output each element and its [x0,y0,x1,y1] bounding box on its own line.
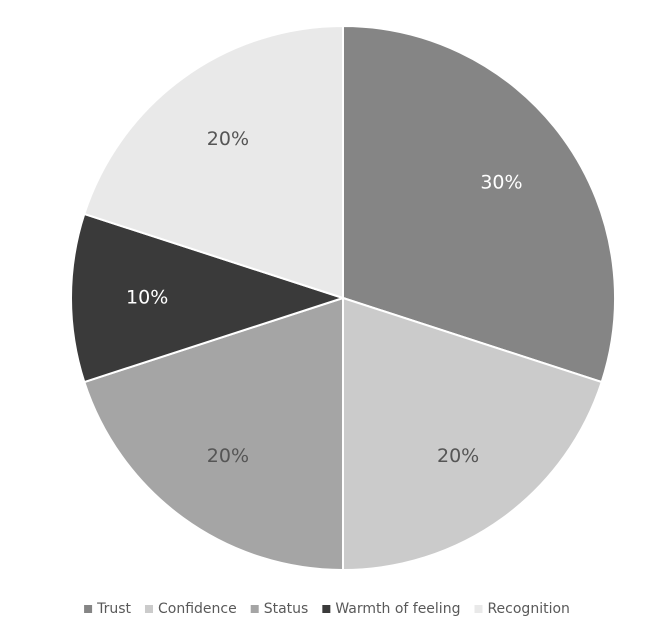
pie-slices [70,24,616,572]
pie-data-labels: 30% 20% 20% 10% 20% [126,128,523,467]
legend-label-recognition: Recognition [487,601,569,617]
data-label-confidence: 20% [437,445,479,467]
legend-item-status: Status [250,601,309,617]
legend-item-recognition: Recognition [474,601,570,617]
pie-slice-trust [342,24,616,384]
legend-swatch-trust [84,605,93,613]
pie-slice-recognition [83,24,344,300]
data-label-trust: 30% [480,171,522,193]
pie-slice-warmth-of-feeling [70,212,347,384]
pie-slice-status [83,296,344,572]
legend-item-warmth-of-feeling: Warmth of feeling [322,601,460,617]
legend: Trust Confidence Status Warmth of feeling Re… [84,601,570,617]
legend-swatch-recognition [474,605,483,613]
data-label-warmth-of-feeling: 10% [126,287,168,309]
legend-label-warmth-of-feeling: Warmth of feeling [335,601,460,617]
legend-item-confidence: Confidence [144,601,237,617]
legend-swatch-warmth-of-feeling [322,605,331,613]
legend-label-trust: Trust [96,601,131,617]
legend-item-trust: Trust [84,601,132,617]
legend-label-status: Status [264,601,309,617]
data-label-status: 20% [207,445,249,467]
legend-swatch-status [250,605,259,613]
pie-slice-confidence [342,296,603,572]
legend-label-confidence: Confidence [158,601,237,617]
data-label-recognition: 20% [207,128,249,150]
legend-swatch-confidence [144,605,153,613]
